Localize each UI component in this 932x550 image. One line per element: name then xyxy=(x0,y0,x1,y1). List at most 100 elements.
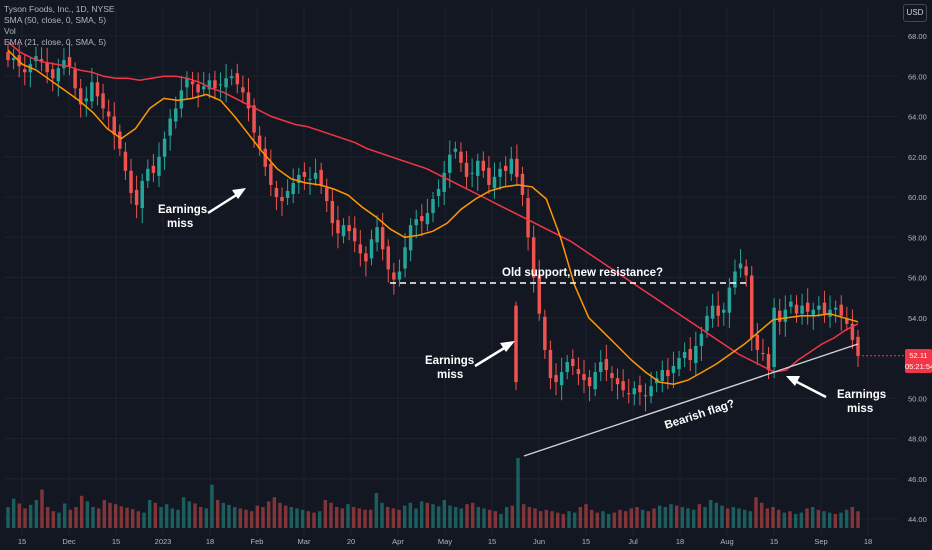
candle-body xyxy=(151,165,156,173)
candle-body xyxy=(515,158,519,177)
candle-body xyxy=(297,174,301,183)
volume-bar xyxy=(266,501,271,528)
volume-bar xyxy=(572,512,577,528)
candle-body xyxy=(537,274,541,314)
candle-body xyxy=(67,57,72,67)
volume-bar xyxy=(839,512,843,528)
candle-body xyxy=(185,78,189,88)
volume-bar xyxy=(51,511,56,528)
volume-bar xyxy=(765,508,770,528)
volume-bar xyxy=(408,502,413,528)
volume-bar xyxy=(17,503,22,528)
x-tick-label: Sep xyxy=(814,537,827,546)
x-tick-label: 18 xyxy=(676,537,684,546)
volume-bar xyxy=(584,504,588,528)
volume-bar xyxy=(521,504,526,528)
volume-bar xyxy=(742,509,747,528)
volume-bar xyxy=(108,502,112,528)
volume-bar xyxy=(720,505,724,528)
candle-body xyxy=(257,135,262,149)
volume-bar xyxy=(221,502,226,528)
resistance-label: Old support, new resistance? xyxy=(502,267,663,279)
candle-body xyxy=(84,98,89,102)
volume-bar xyxy=(125,507,129,528)
candle-body xyxy=(386,246,390,270)
candle-body xyxy=(420,216,424,222)
candle-body xyxy=(789,301,793,307)
legend-ema[interactable]: EMA (21, close, 0, SMA, 5) xyxy=(4,37,107,47)
y-tick-label: 54.00 xyxy=(908,314,927,323)
candle-body xyxy=(487,167,491,185)
candle-body xyxy=(817,305,821,310)
candle-body xyxy=(582,374,586,381)
legend-title: Tyson Foods, Inc., 1D, NYSE xyxy=(4,4,115,14)
volume-bar xyxy=(431,504,435,528)
volume-bar xyxy=(57,512,61,528)
candle-body xyxy=(112,116,116,135)
volume-bar xyxy=(45,507,50,528)
candle-body xyxy=(839,304,843,316)
x-tick-label: Dec xyxy=(62,537,76,546)
volume-bar xyxy=(601,511,605,528)
y-tick-label: 64.00 xyxy=(908,113,927,122)
x-tick-label: 15 xyxy=(770,537,778,546)
x-tick-label: Jul xyxy=(628,537,638,546)
candle-body xyxy=(90,82,94,102)
candle-body xyxy=(62,60,66,69)
candle-body xyxy=(509,158,514,174)
candle-body xyxy=(476,160,480,176)
volume-bar xyxy=(465,504,469,528)
volume-bar xyxy=(159,507,163,528)
y-tick-label: 50.00 xyxy=(908,394,927,403)
candle-body xyxy=(822,302,827,314)
candle-body xyxy=(302,171,307,177)
legend-vol[interactable]: Vol xyxy=(4,26,16,36)
volume-bar xyxy=(261,507,265,528)
candle-body xyxy=(218,84,223,86)
candle-body xyxy=(364,253,368,262)
volume-bar xyxy=(283,505,288,528)
grid xyxy=(4,8,898,536)
candle-body xyxy=(408,225,413,251)
volume-bar xyxy=(470,502,475,528)
volume-bar xyxy=(215,500,220,528)
y-tick-label: 60.00 xyxy=(908,193,927,202)
candle-body xyxy=(201,86,206,90)
candle-body xyxy=(330,201,335,224)
x-tick-label: Feb xyxy=(251,537,264,546)
volume-bar xyxy=(476,507,481,528)
candle-body xyxy=(235,73,240,85)
last-price-tag: 52.11 05:21:54 xyxy=(905,349,932,373)
legend-sma[interactable]: SMA (50, close, 0, SMA, 5) xyxy=(4,15,107,25)
volume-bar xyxy=(113,504,118,528)
volume-bar xyxy=(833,514,838,528)
volume-bar xyxy=(142,512,146,528)
volume-bar xyxy=(74,507,78,528)
volume-bar xyxy=(759,502,764,528)
currency-button[interactable]: USD xyxy=(903,4,927,22)
candle-body xyxy=(269,163,273,185)
volume-bar xyxy=(442,500,447,528)
candle-body xyxy=(705,315,709,331)
volume-bar xyxy=(385,507,390,528)
y-tick-label: 44.00 xyxy=(908,515,927,524)
candle-body xyxy=(174,108,178,122)
volume-bar xyxy=(652,508,656,528)
candle-body xyxy=(766,353,771,371)
volume-bar xyxy=(459,508,464,528)
volume-bar xyxy=(793,514,798,528)
candle-body xyxy=(45,62,49,73)
candle-body xyxy=(425,213,430,225)
x-tick-label: 2023 xyxy=(155,537,172,546)
x-tick-label: 15 xyxy=(112,537,120,546)
volume-bar xyxy=(334,507,339,528)
candle-body xyxy=(626,393,631,395)
candle-body xyxy=(73,69,77,89)
last-price-countdown: 05:21:54 xyxy=(905,362,932,371)
volume-bar xyxy=(782,512,787,528)
volume-bar xyxy=(674,505,679,528)
y-tick-label: 58.00 xyxy=(908,233,927,242)
candle-body xyxy=(599,362,603,373)
